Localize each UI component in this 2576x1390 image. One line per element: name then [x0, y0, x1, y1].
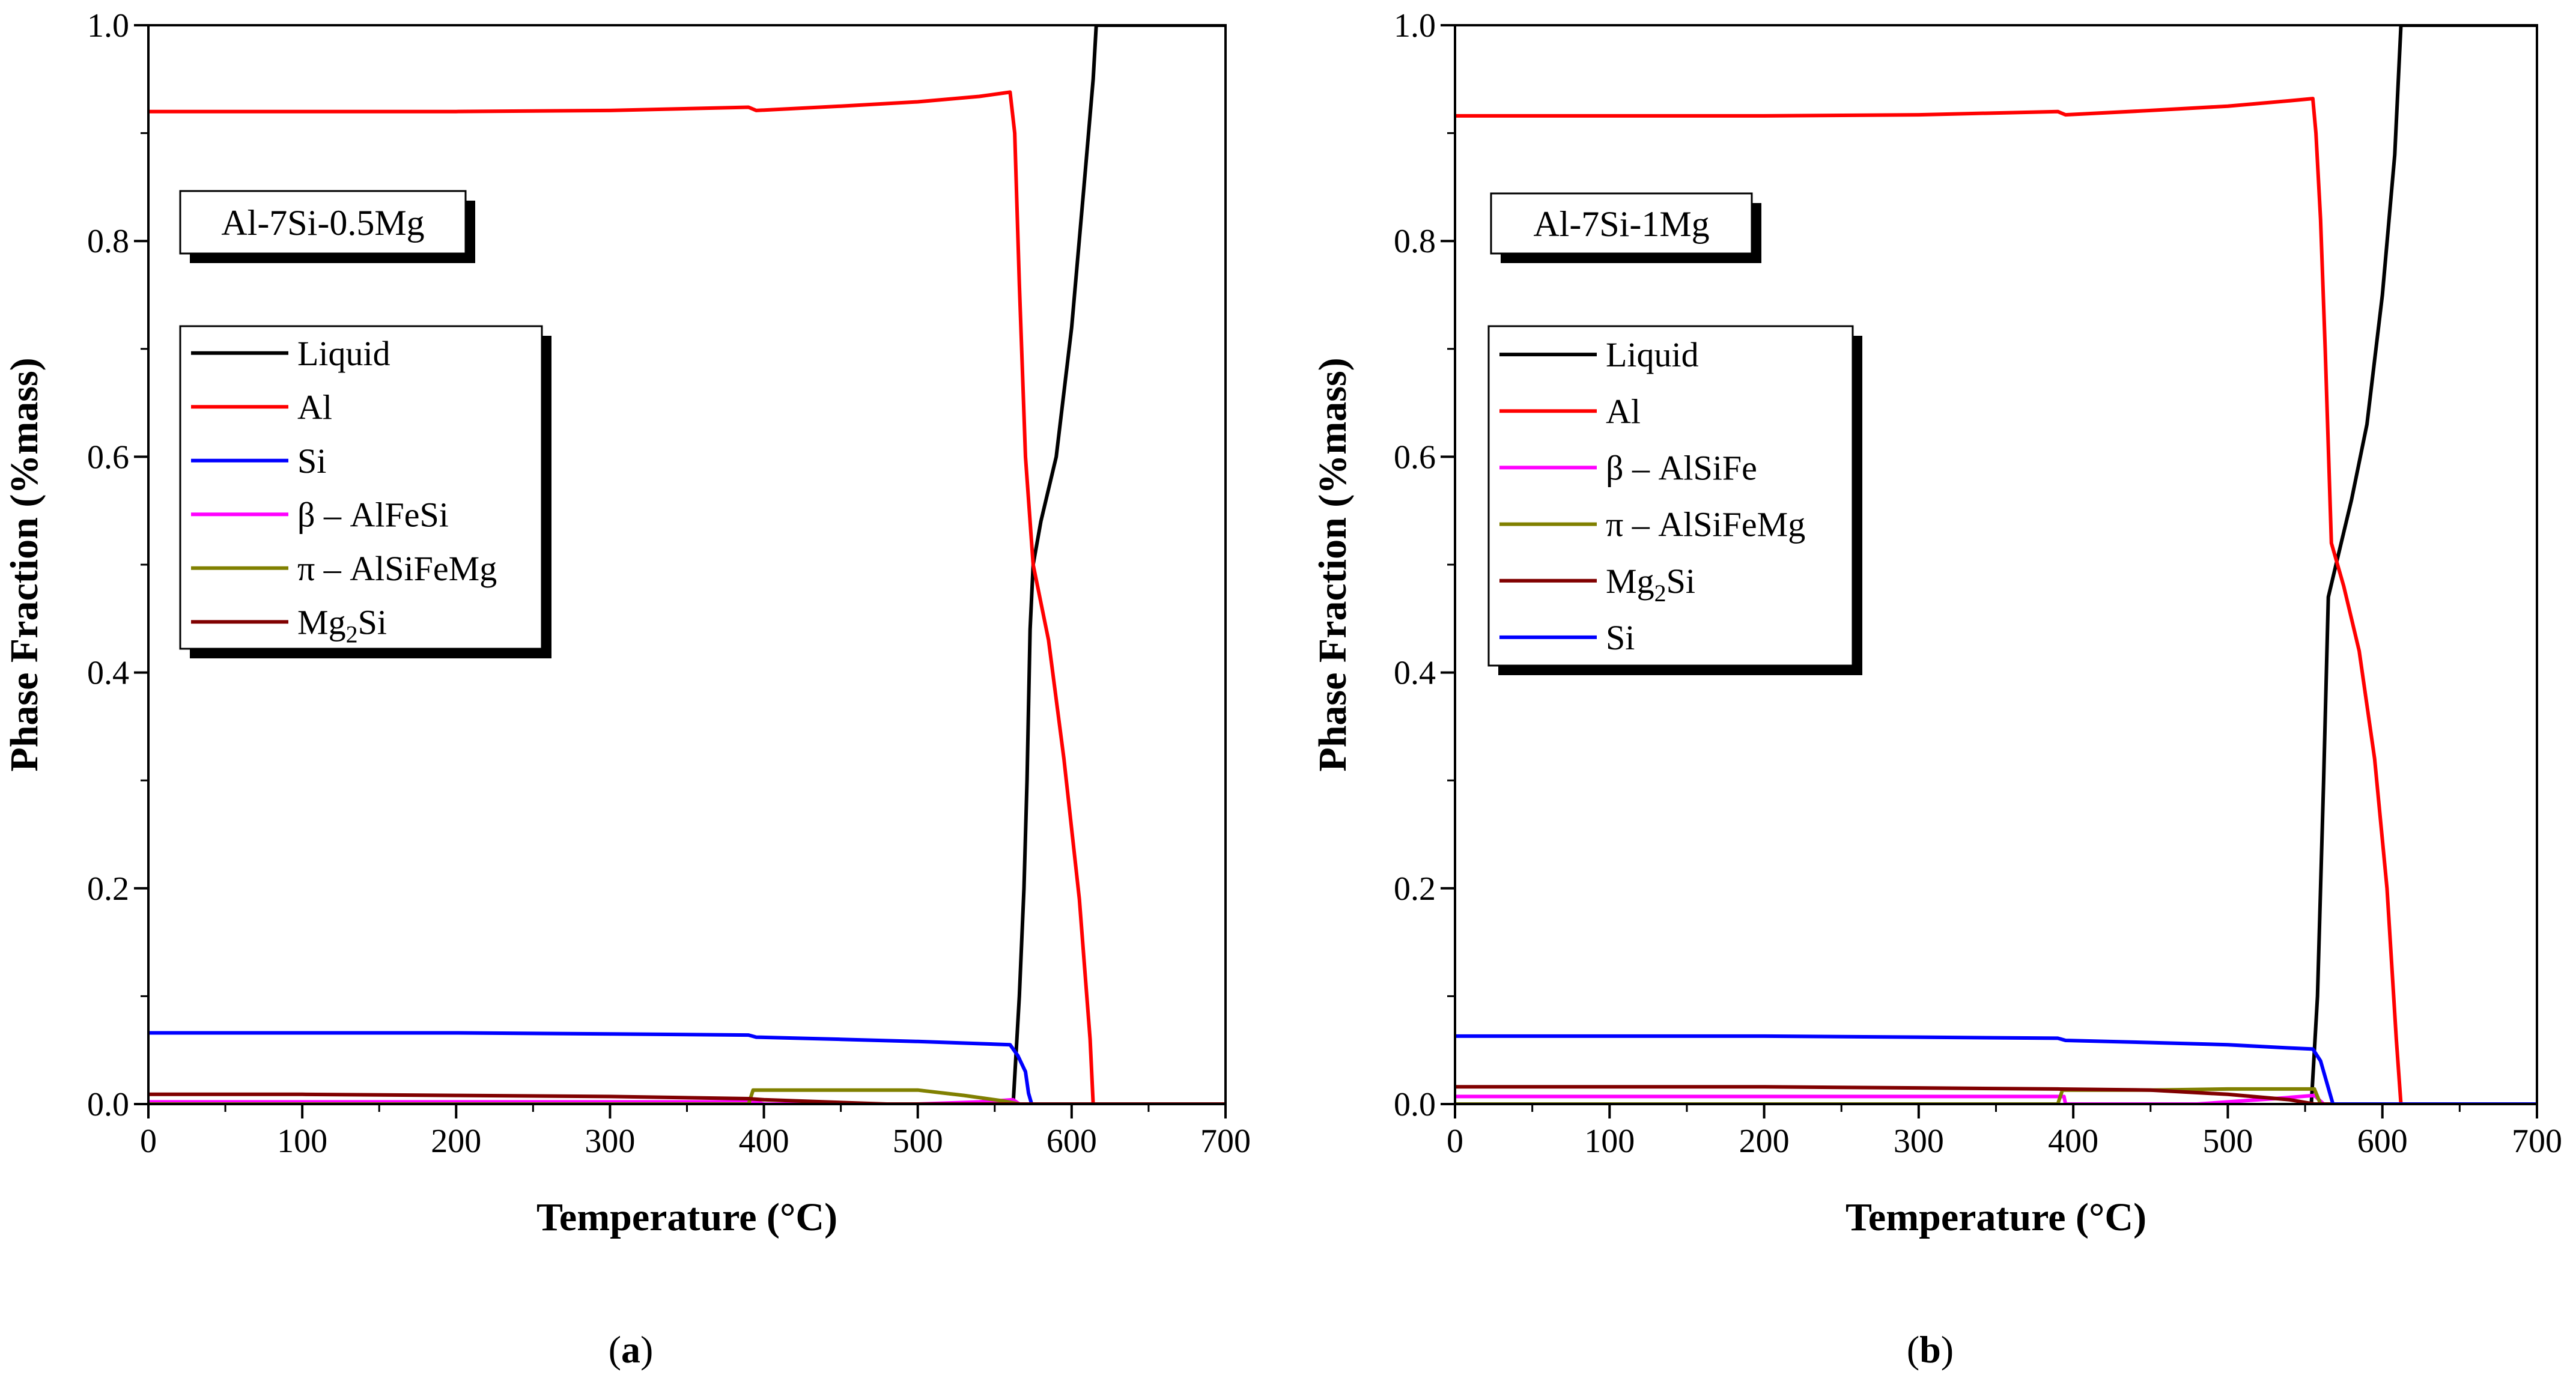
y-tick-label: 0.4	[1394, 655, 1436, 692]
legend-label: π – AlSiFeMg	[1606, 505, 1805, 544]
series-line-si	[1455, 1034, 2537, 1104]
series-line-liquid	[2309, 25, 2537, 1104]
legend-label: β – AlSiFe	[1606, 448, 1757, 487]
x-axis-label: Temperature (°C)	[536, 1195, 837, 1239]
legend-label: Si	[1606, 618, 1635, 657]
legend-label: Liquid	[1606, 335, 1699, 374]
y-tick-label: 0.4	[87, 655, 129, 692]
legend-label: Al	[1606, 392, 1641, 431]
x-tick-label: 600	[2357, 1123, 2408, 1160]
y-axis-label: Phase Fraction (%mass)	[1311, 357, 1355, 771]
x-tick-label: 200	[1739, 1123, 1790, 1160]
x-tick-label: 300	[1894, 1123, 1944, 1160]
chart-panel-a: 0 100 200 300 400 500 600 700 0.0 0.2 0.4 0.6 0.8 1.0…	[2, 7, 1251, 1239]
series-line-si	[148, 1031, 1226, 1104]
legend-box	[1487, 325, 1854, 667]
x-tick-label: 700	[2512, 1123, 2562, 1160]
y-tick-label: 0.2	[87, 870, 129, 908]
x-tick-label: 100	[277, 1123, 327, 1160]
caption-b: (b)	[1906, 1328, 1954, 1371]
legend-label: Mg2Si	[1606, 562, 1695, 607]
series-line-mg2si	[1455, 1085, 2537, 1104]
x-axis-label: Temperature (°C)	[1845, 1195, 2146, 1239]
x-tick-label: 0	[140, 1123, 157, 1160]
y-tick-label: 1.0	[87, 7, 129, 44]
series-line-al	[148, 90, 1226, 1104]
legend-label: β – AlFeSi	[297, 495, 449, 534]
y-tick-label: 0.0	[87, 1086, 129, 1123]
alloy-label-box	[1490, 192, 1753, 255]
chart-panel-b: 0 100 200 300 400 500 600 700 0.0 0.2 0.4 0.6 0.8 1.0…	[1311, 7, 2562, 1239]
series-line-liquid	[1011, 25, 1226, 1104]
alloy-label: Al-7Si-1Mg	[1533, 204, 1709, 244]
x-tick-label: 400	[739, 1123, 789, 1160]
alloy-label: Al-7Si-0.5Mg	[221, 203, 424, 243]
legend-label: Al	[297, 387, 332, 426]
x-tick-label: 100	[1584, 1123, 1635, 1160]
x-tick-label: 400	[2048, 1123, 2098, 1160]
x-tick-label: 300	[585, 1123, 635, 1160]
legend-label: Mg2Si	[297, 602, 387, 648]
y-tick-label: 0.0	[1394, 1086, 1436, 1123]
legend-label: Si	[297, 442, 326, 481]
legend-box	[179, 325, 543, 650]
y-axis-label: Phase Fraction (%mass)	[2, 357, 46, 771]
legend-label: Liquid	[297, 334, 390, 373]
x-tick-label: 500	[2202, 1123, 2253, 1160]
x-tick-label: 700	[1200, 1123, 1251, 1160]
y-tick-label: 0.8	[1394, 223, 1436, 260]
caption-b-letter: b	[1919, 1328, 1941, 1371]
x-tick-label: 500	[893, 1123, 943, 1160]
caption-a: (a)	[608, 1328, 654, 1371]
x-tick-label: 0	[1447, 1123, 1463, 1160]
series-line-al	[1455, 97, 2537, 1104]
y-tick-label: 0.2	[1394, 870, 1436, 908]
y-tick-label: 0.6	[1394, 439, 1436, 476]
legend-label: π – AlSiFeMg	[297, 549, 497, 588]
y-tick-label: 0.6	[87, 439, 129, 476]
alloy-label-box	[179, 190, 467, 255]
y-tick-label: 0.8	[87, 223, 129, 260]
x-tick-label: 200	[431, 1123, 481, 1160]
caption-a-letter: a	[621, 1328, 640, 1371]
y-tick-label: 1.0	[1394, 7, 1436, 44]
x-tick-label: 600	[1046, 1123, 1097, 1160]
series-line--alsifemg	[1455, 1087, 2537, 1104]
